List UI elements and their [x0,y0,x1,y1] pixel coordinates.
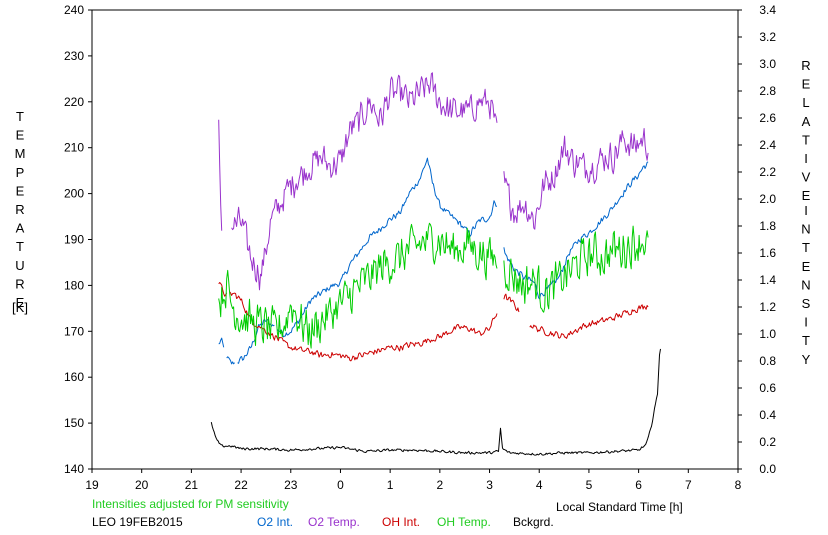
series-oh-temp-line [218,222,649,349]
y-left-tick-label: 210 [64,141,84,155]
station-date-label: LEO 19FEB2015 [92,515,183,529]
x-tick-label: 21 [185,478,199,492]
legend-oh-temp: OH Temp. [437,515,491,529]
x-tick-label: 19 [85,478,99,492]
y-left-tick-label: 190 [64,233,84,247]
y-right-tick-label: 0.4 [759,408,776,422]
y-left-label-letter: E [16,295,25,310]
x-axis-title: Local Standard Time [h] [556,500,683,514]
y-right-tick-label: 0.0 [759,462,776,476]
legend-o2-temp: O2 Temp. [308,515,360,529]
y-left-label-letter: E [16,128,25,143]
pm-sensitivity-note: Intensities adjusted for PM sensitivity [92,497,289,511]
y-right-tick-label: 2.2 [759,165,776,179]
series-o2-temp-line [218,72,649,291]
y-left-tick-label: 240 [64,3,84,17]
y-right-label-letter: T [802,132,810,147]
y-right-label-letter: L [802,95,809,110]
axes-group: 19 20 21 22 23 0 1 2 3 4 5 6 7 8140150160170180190200… [12,3,811,492]
y-right-tick-label: 2.6 [759,111,776,125]
y-left-tick-label: 140 [64,462,84,476]
y-right-label-letter: I [804,203,808,218]
x-tick-label: 1 [387,478,394,492]
legend-o2-int: O2 Int. [257,515,294,529]
y-right-tick-label: 2.8 [759,84,776,98]
y-right-tick-label: 0.8 [759,354,776,368]
y-left-tick-label: 230 [64,49,84,63]
y-right-tick-label: 0.6 [759,381,776,395]
y-left-tick-label: 180 [64,278,84,292]
y-left-label-letter: R [15,202,24,217]
y-right-label-letter: I [804,151,808,166]
x-tick-label: 2 [437,478,444,492]
y-left-label-letter: U [15,258,24,273]
x-tick-label: 0 [337,478,344,492]
legend-oh-int: OH Int. [382,515,421,529]
y-left-label-letter: T [16,239,24,254]
x-tick-label: 22 [234,478,248,492]
x-tick-label: 4 [536,478,543,492]
y-right-tick-label: 0.2 [759,435,776,449]
y-right-label-letter: R [801,58,810,73]
series-oh-int-line [218,282,649,362]
y-left-tick-label: 150 [64,416,84,430]
y-left-label-letter: A [16,221,25,236]
x-tick-label: 20 [135,478,149,492]
x-tick-label: 6 [635,478,642,492]
y-left-tick-label: 170 [64,324,84,338]
y-right-tick-label: 1.4 [759,273,776,287]
series-group [210,72,661,456]
y-right-tick-label: 3.2 [759,30,776,44]
y-right-tick-label: 1.0 [759,327,776,341]
y-right-label-letter: E [802,77,811,92]
x-tick-label: 5 [586,478,593,492]
y-right-tick-label: 1.2 [759,300,776,314]
y-left-label-letter: M [15,146,26,161]
x-tick-label: 7 [685,478,692,492]
x-tick-label: 3 [486,478,493,492]
y-left-tick-label: 200 [64,187,84,201]
y-right-label-letter: N [801,222,810,237]
y-right-label-letter: V [802,170,811,185]
y-right-label-letter: T [802,333,810,348]
x-tick-label: 23 [284,478,298,492]
y-right-label-letter: E [802,259,811,274]
y-right-label-letter: I [804,315,808,330]
y-right-tick-label: 3.4 [759,3,776,17]
y-right-tick-label: 1.6 [759,246,776,260]
y-left-tick-label: 220 [64,95,84,109]
series-bckgrd-line [210,348,661,456]
y-right-label-letter: S [802,296,811,311]
legend-bckgrd: Bckgrd. [513,515,554,529]
y-right-label-letter: A [802,114,811,129]
y-left-label-letter: P [16,165,25,180]
y-left-unit-label: [K] [12,300,28,315]
y-left-tick-label: 160 [64,370,84,384]
y-right-tick-label: 2.0 [759,192,776,206]
y-right-tick-label: 3.0 [759,57,776,71]
y-left-label-letter: R [15,276,24,291]
y-left-label-letter: E [16,183,25,198]
y-right-label-letter: T [802,240,810,255]
y-right-tick-label: 2.4 [759,138,776,152]
y-right-label-letter: N [801,277,810,292]
y-right-tick-label: 1.8 [759,219,776,233]
y-right-label-letter: Y [802,352,811,367]
y-left-label-letter: T [16,109,24,124]
y-right-label-letter: E [802,188,811,203]
x-tick-label: 8 [735,478,742,492]
